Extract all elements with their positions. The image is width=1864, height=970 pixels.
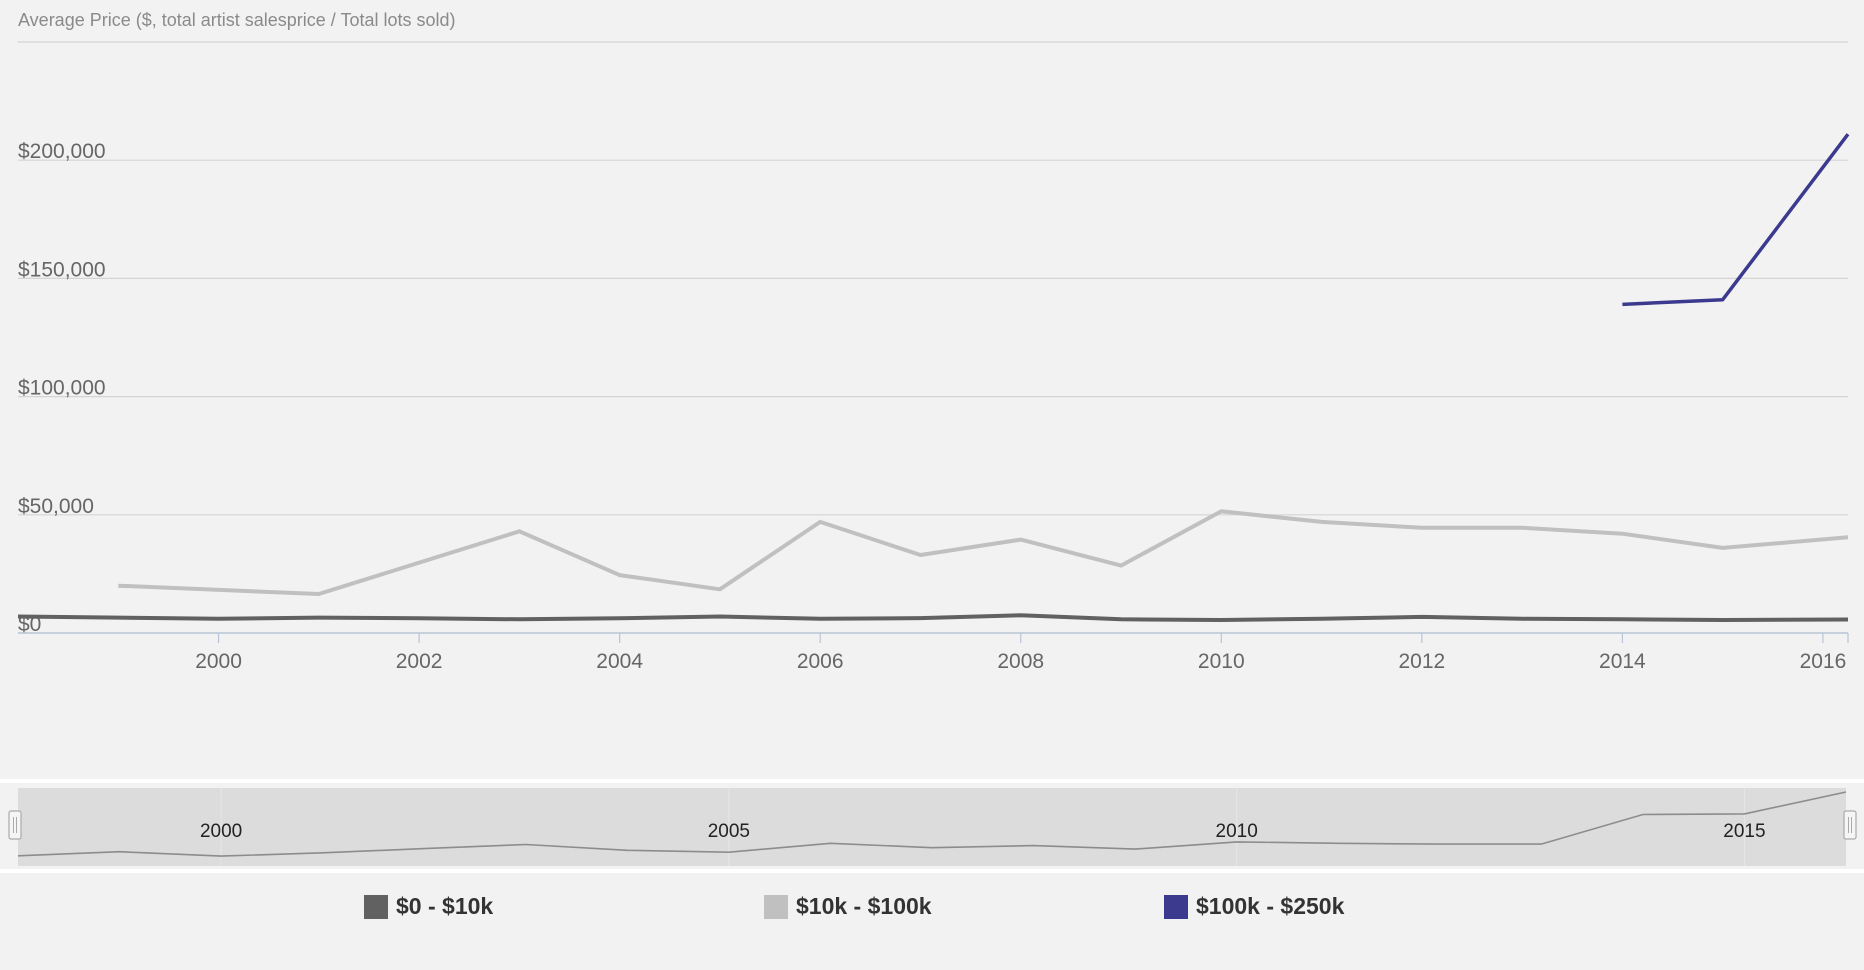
range-navigator[interactable]: 2000 2005 2010 2015: [0, 779, 1864, 873]
x-tick-label: 2006: [797, 650, 844, 673]
legend-item-100k-250k[interactable]: $100k - $250k: [1164, 893, 1344, 920]
navigator-label: 2005: [708, 821, 750, 842]
legend-item-0-10k[interactable]: $0 - $10k: [364, 893, 493, 920]
x-tick-label: 2016: [1800, 650, 1847, 673]
x-tick-label: 2002: [396, 650, 443, 673]
line-chart: Average Price ($, total artist salespric…: [0, 10, 1864, 873]
navigator-series: [17, 791, 1847, 857]
legend-label: $10k - $100k: [796, 893, 932, 919]
navigator-handle-right[interactable]: [1843, 810, 1857, 840]
x-tick-label: 2012: [1398, 650, 1445, 673]
y-tick-label: $200,000: [18, 140, 106, 163]
navigator-handle-left[interactable]: [8, 810, 22, 840]
legend-label: $0 - $10k: [396, 893, 494, 919]
navigator-label: 2010: [1216, 821, 1258, 842]
legend-item-10k-100k[interactable]: $10k - $100k: [764, 893, 932, 920]
x-axis: 2000 2002 2004 2006 2008 2010 2012 2014 2016: [195, 633, 1849, 673]
y-tick-label: $100,000: [18, 377, 106, 400]
x-tick-label: 2014: [1599, 650, 1646, 673]
navigator-label: 2000: [200, 821, 242, 842]
x-tick-label: 2008: [997, 650, 1044, 673]
navigator-bottom-border: [0, 869, 1864, 873]
y-axis: $0 $50,000 $100,000 $150,000 $200,000: [18, 140, 106, 636]
x-tick-label: 2010: [1198, 650, 1245, 673]
series-line-2: [118, 509, 1849, 596]
legend: $0 - $10k $10k - $100k $100k - $250k: [0, 893, 1864, 933]
series-line-1: [17, 613, 1849, 622]
navigator-label: 2015: [1723, 821, 1765, 842]
y-tick-label: $0: [18, 613, 41, 636]
legend-swatch: [364, 894, 388, 919]
navigator-top-border: [0, 779, 1864, 783]
chart-title: Average Price ($, total artist salespric…: [18, 10, 456, 30]
grid: [18, 41, 1848, 634]
series-line-3: [1622, 133, 1850, 307]
legend-label: $100k - $250k: [1196, 893, 1345, 919]
legend-swatch: [764, 894, 788, 919]
plot-area: [17, 133, 1850, 622]
x-tick-label: 2000: [195, 650, 242, 673]
y-tick-label: $150,000: [18, 258, 106, 281]
y-tick-label: $50,000: [18, 495, 94, 518]
x-tick-label: 2004: [596, 650, 643, 673]
legend-swatch: [1164, 894, 1188, 919]
